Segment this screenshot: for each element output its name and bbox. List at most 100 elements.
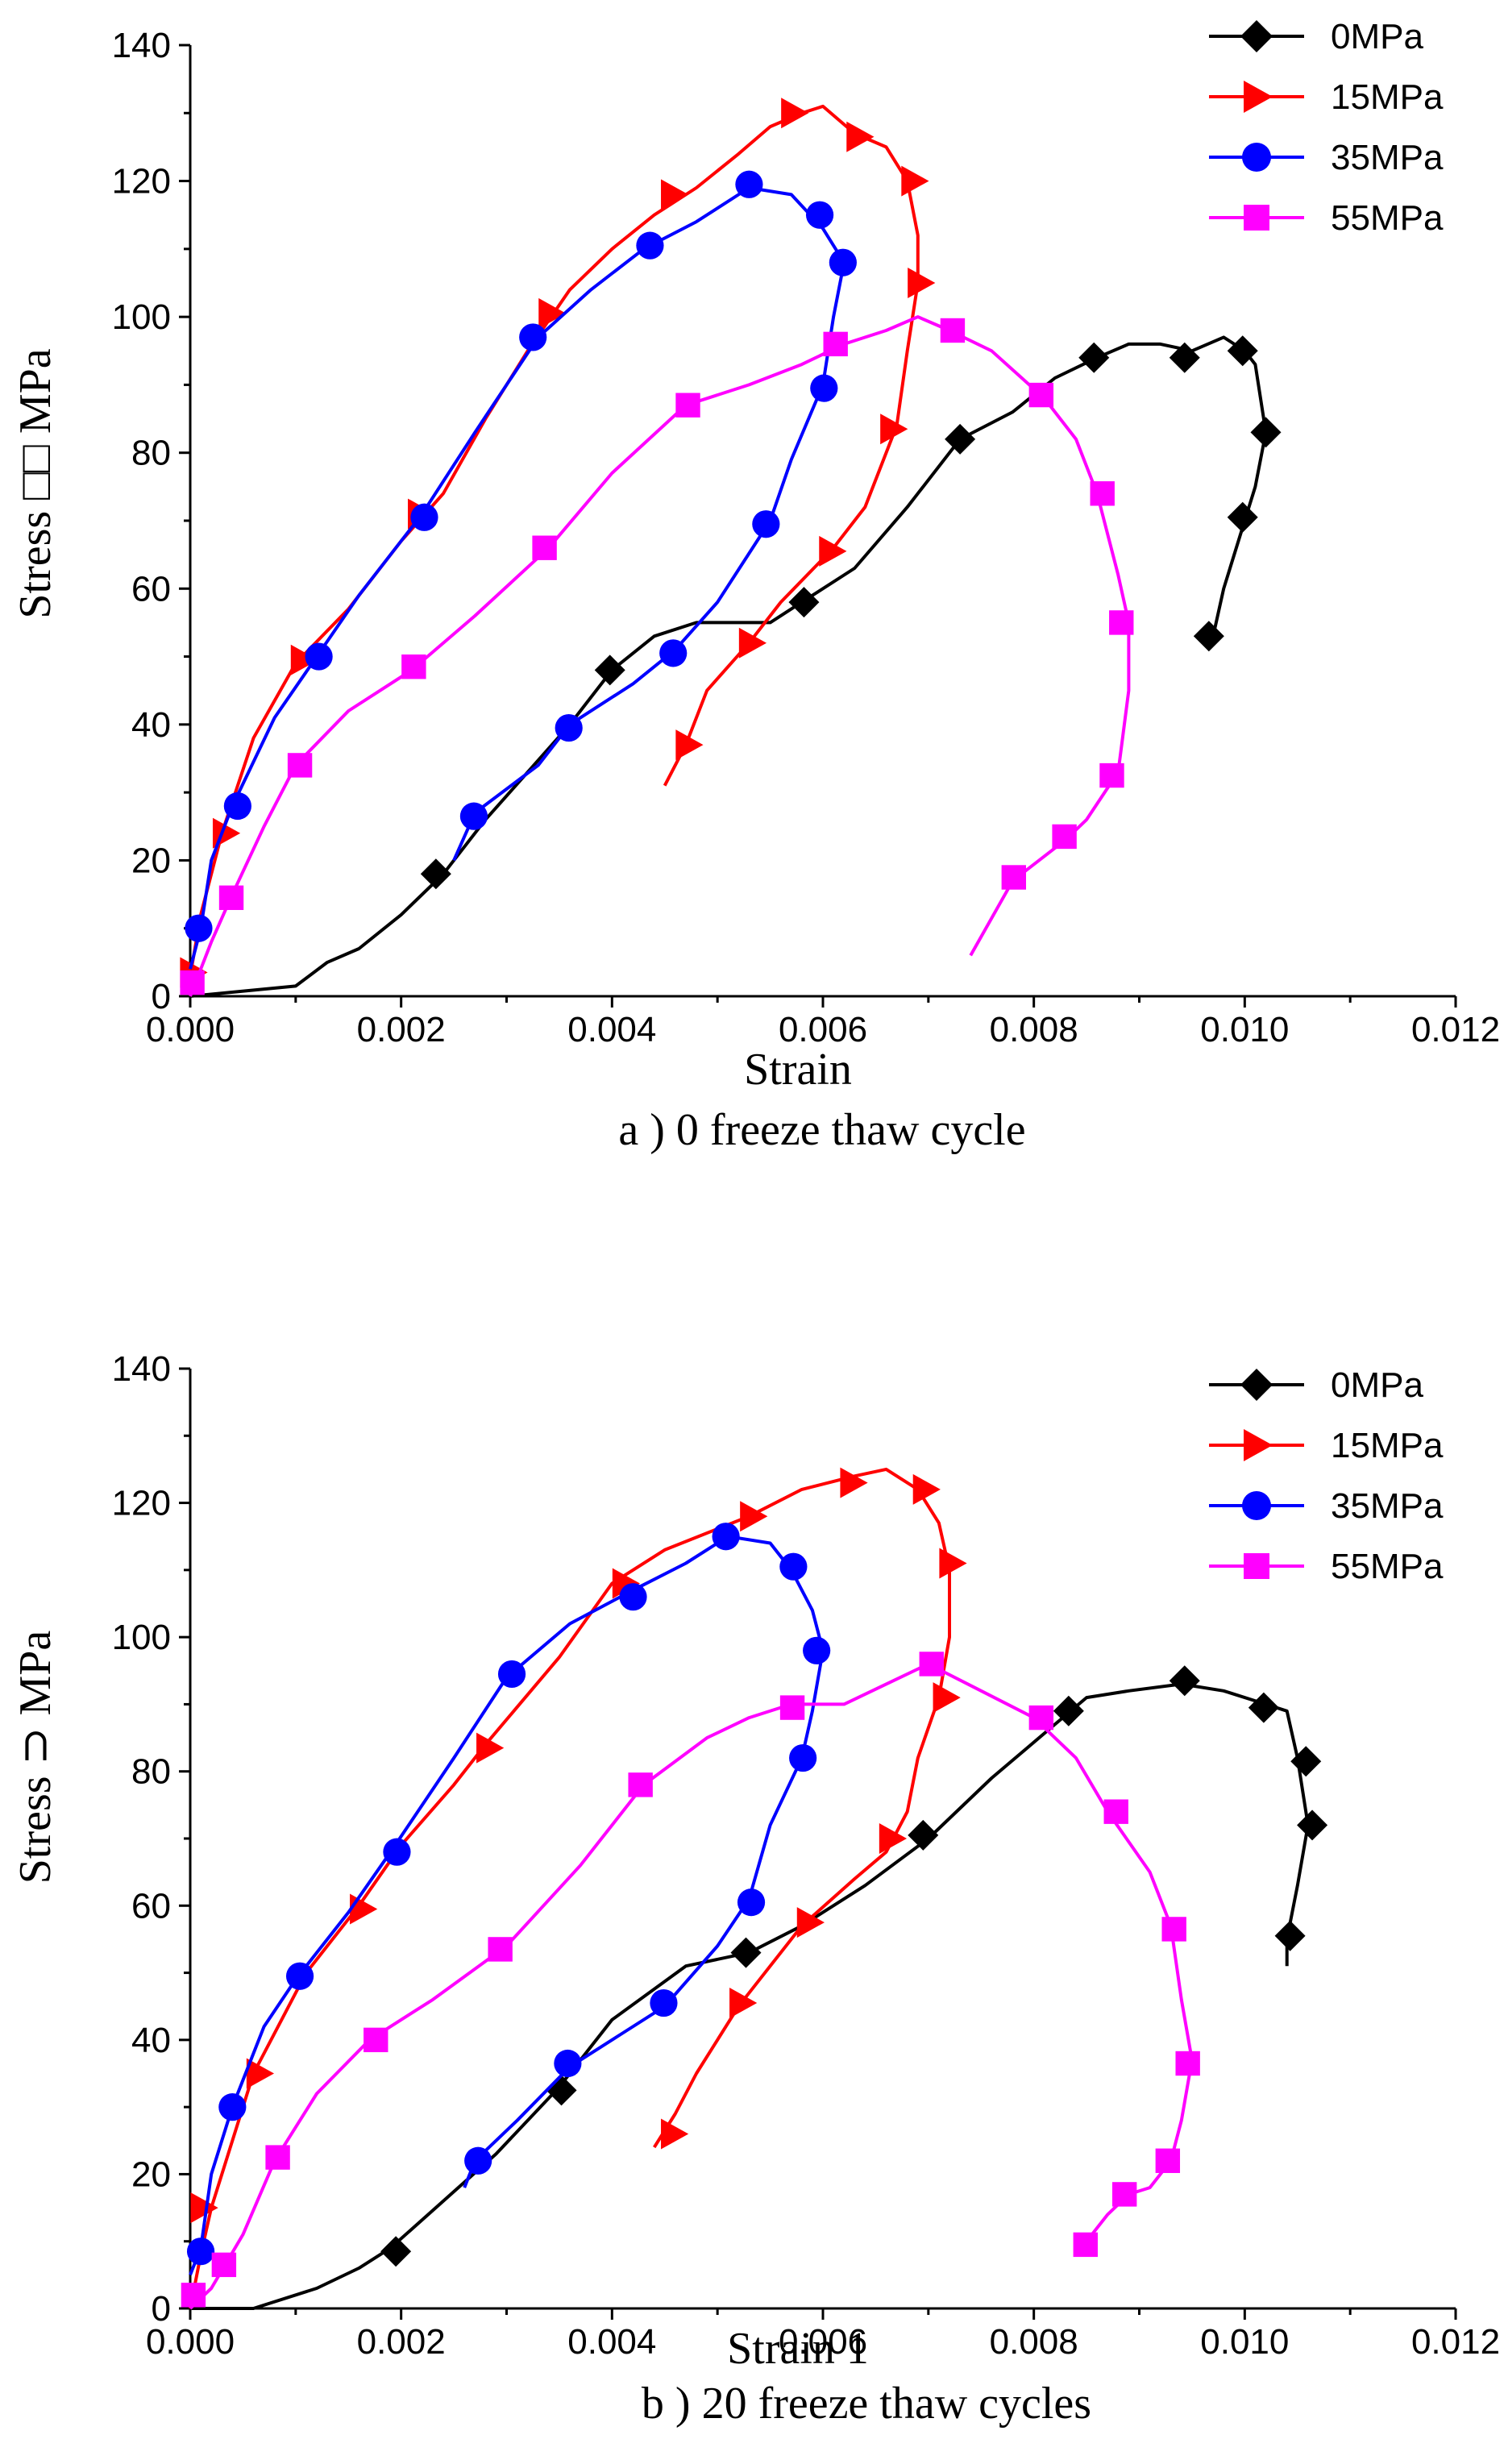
legend-label: 15MPa (1331, 1426, 1444, 1465)
series-line-55mpa (189, 1662, 1194, 2310)
legend-marker (1244, 205, 1269, 231)
x-tick-label: 0.008 (990, 2322, 1078, 2362)
x-tick-label: 0.000 (146, 2322, 235, 2362)
data-point-0mpa (1227, 501, 1258, 533)
data-point-35mpa (619, 1583, 647, 1611)
data-point-35mpa (659, 639, 688, 667)
data-point-35mpa (459, 802, 488, 830)
legend-marker (1244, 1553, 1269, 1579)
series-line-0mpa (189, 335, 1268, 998)
data-point-55mpa (218, 885, 244, 910)
data-point-35mpa (810, 374, 838, 402)
legend-marker (1244, 81, 1273, 113)
legend: 0MPa 15MPa 35MPa 55MPa (1209, 1365, 1444, 1586)
data-point-0mpa (945, 423, 976, 455)
data-point-55mpa (287, 753, 313, 778)
legend-item-0mpa: 0MPa (1209, 1365, 1423, 1405)
data-point-0mpa (1250, 417, 1282, 448)
data-point-55mpa (1103, 1799, 1128, 1824)
data-point-35mpa (285, 1962, 314, 1990)
data-point-35mpa (410, 503, 438, 531)
data-point-55mpa (1052, 824, 1077, 850)
chart-panel-b: Stress ⊃ MPa Strain 1 b ) 20 freeze thaw… (10, 1349, 1500, 2429)
chart-panel-a: Stress □□ MPa Strain a ) 0 freeze thaw c… (10, 17, 1500, 1155)
y-tick-label: 20 (131, 2154, 171, 2194)
figure-caption: b ) 20 freeze thaw cycles (642, 2379, 1091, 2429)
figure-caption: a ) 0 freeze thaw cycle (618, 1105, 1025, 1155)
data-point-55mpa (211, 2252, 237, 2278)
data-point-35mpa (185, 914, 213, 942)
y-tick-label: 40 (131, 705, 171, 745)
legend-marker (1240, 1369, 1273, 1401)
data-point-35mpa (789, 1743, 817, 1772)
data-point-15mpa (612, 1568, 641, 1599)
series-layer (181, 1467, 1328, 2310)
axes: 0.000 0.002 0.004 0.006 0.008 0.010 0.012 0 20 40… (112, 1349, 1500, 2362)
data-point-15mpa (908, 268, 936, 298)
data-point-55mpa (181, 2283, 206, 2308)
legend-label: 15MPa (1331, 77, 1444, 117)
data-point-35mpa (305, 642, 333, 671)
x-tick-label: 0.004 (567, 2322, 656, 2362)
legend-label: 55MPa (1331, 1547, 1444, 1586)
data-point-35mpa (519, 323, 547, 351)
data-point-15mpa (738, 627, 767, 659)
data-point-55mpa (1175, 2051, 1200, 2076)
data-point-15mpa (190, 2192, 218, 2224)
data-point-35mpa (636, 231, 664, 260)
data-point-15mpa (538, 297, 567, 329)
data-point-15mpa (476, 1732, 505, 1764)
data-point-55mpa (1073, 2232, 1098, 2258)
legend-marker (1240, 20, 1273, 52)
data-point-0mpa (908, 1819, 939, 1851)
data-point-55mpa (1099, 762, 1124, 788)
data-point-15mpa (846, 121, 875, 152)
data-point-55mpa (1109, 610, 1134, 635)
axes: 0.000 0.002 0.004 0.006 0.008 0.010 0.012 0 20 40… (112, 26, 1500, 1049)
data-point-15mpa (661, 2118, 689, 2150)
data-point-55mpa (675, 393, 700, 418)
data-point-55mpa (265, 2145, 290, 2170)
data-point-0mpa (1297, 1810, 1328, 1841)
x-tick-label: 0.006 (779, 1010, 867, 1049)
data-point-55mpa (1001, 865, 1027, 890)
data-point-35mpa (712, 1523, 740, 1551)
series-line-55mpa (189, 315, 1131, 997)
data-point-15mpa (819, 535, 847, 567)
legend-item-0mpa: 0MPa (1209, 17, 1423, 56)
legend-label: 35MPa (1331, 138, 1444, 177)
series-layer (180, 98, 1282, 998)
data-point-0mpa (1053, 1695, 1084, 1726)
data-point-15mpa (740, 1501, 768, 1532)
data-point-55mpa (1161, 1917, 1186, 1942)
data-point-35mpa (555, 713, 583, 742)
data-point-35mpa (752, 510, 780, 538)
y-tick-label: 120 (112, 162, 171, 202)
data-point-55mpa (628, 1772, 653, 1797)
data-point-35mpa (383, 1838, 411, 1866)
legend-label: 55MPa (1331, 198, 1444, 238)
data-point-35mpa (737, 1889, 766, 1917)
data-point-55mpa (532, 535, 557, 560)
data-point-35mpa (829, 248, 857, 276)
data-point-15mpa (675, 729, 704, 761)
legend-item-55mpa: 55MPa (1209, 198, 1444, 238)
series-55mpa (180, 315, 1134, 997)
data-point-15mpa (939, 1548, 967, 1579)
legend-label: 0MPa (1331, 17, 1423, 56)
data-point-35mpa (650, 1988, 678, 2017)
data-point-35mpa (186, 2238, 215, 2266)
y-tick-label: 0 (152, 977, 171, 1016)
data-point-15mpa (840, 1467, 868, 1498)
data-point-15mpa (901, 165, 929, 197)
data-point-15mpa (880, 413, 908, 445)
data-point-0mpa (1169, 1665, 1200, 1697)
y-axis-title: Stress □□ MPa (10, 348, 60, 618)
data-point-15mpa (729, 1988, 758, 2019)
series-55mpa (181, 1652, 1200, 2310)
legend-label: 0MPa (1331, 1365, 1423, 1405)
data-point-0mpa (1078, 342, 1110, 373)
legend-item-55mpa: 55MPa (1209, 1547, 1444, 1586)
x-tick-label: 0.012 (1411, 1010, 1500, 1049)
